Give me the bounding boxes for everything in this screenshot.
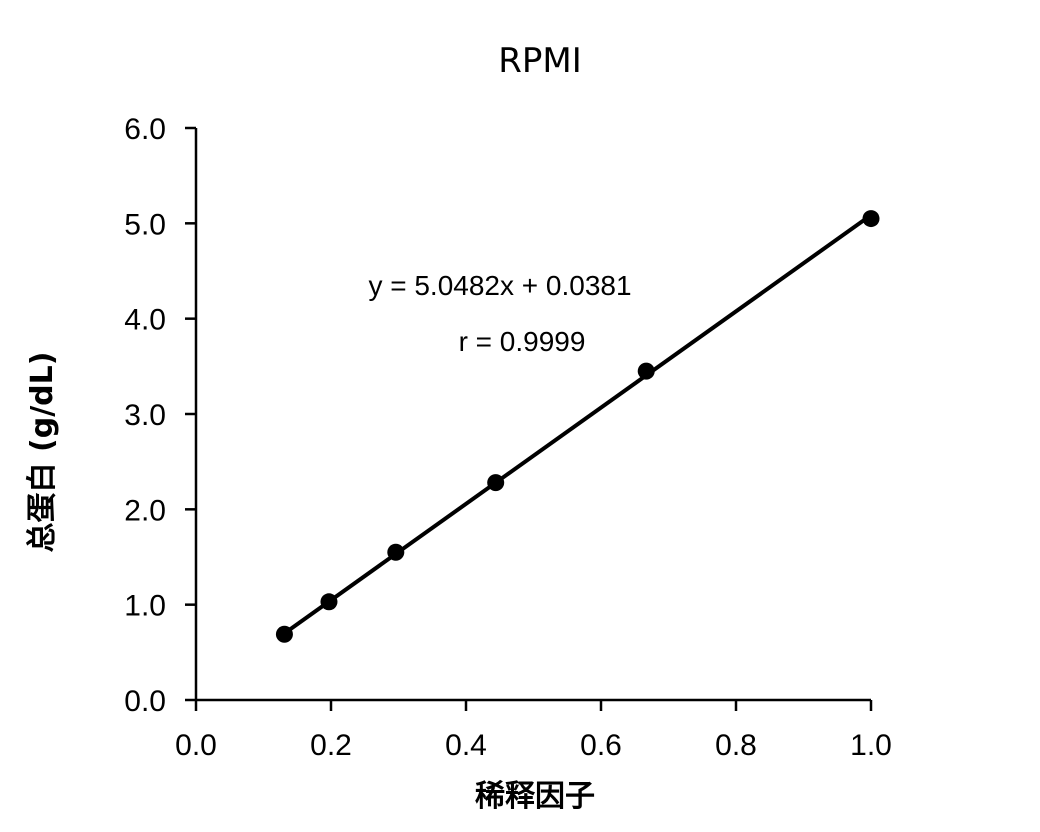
y-tick-label: 6.0 <box>124 113 166 146</box>
y-axis-title: 总蛋白 (g/dL) <box>25 352 60 553</box>
y-tick-label: 5.0 <box>124 208 166 241</box>
x-axis-ticks: 0.0 0.2 0.4 0.6 0.8 1.0 <box>175 700 892 762</box>
chart-title: RPMI <box>498 41 582 81</box>
data-point <box>487 474 505 492</box>
data-point <box>862 210 880 228</box>
equation-label: y = 5.0482x + 0.0381 <box>368 270 631 301</box>
x-tick-label: 0.6 <box>580 729 622 762</box>
data-point <box>320 593 338 611</box>
y-tick-label: 4.0 <box>124 304 166 337</box>
y-tick-label: 2.0 <box>124 494 166 527</box>
y-tick-label: 0.0 <box>124 685 166 718</box>
data-point <box>387 543 405 561</box>
x-axis-title: 稀释因子 <box>475 779 595 814</box>
x-tick-label: 0.0 <box>175 729 217 762</box>
data-points <box>275 210 880 643</box>
x-tick-label: 0.8 <box>715 729 757 762</box>
x-tick-label: 0.4 <box>445 729 487 762</box>
x-tick-label: 0.2 <box>310 729 352 762</box>
trendline <box>283 213 873 635</box>
y-tick-label: 1.0 <box>124 590 166 623</box>
y-axis-ticks: 0.0 1.0 2.0 3.0 4.0 5.0 6.0 <box>124 113 196 718</box>
x-tick-label: 1.0 <box>850 729 892 762</box>
data-point <box>637 362 655 380</box>
y-tick-label: 3.0 <box>124 399 166 432</box>
r-label: r = 0.9999 <box>459 326 586 357</box>
data-point <box>275 625 293 643</box>
